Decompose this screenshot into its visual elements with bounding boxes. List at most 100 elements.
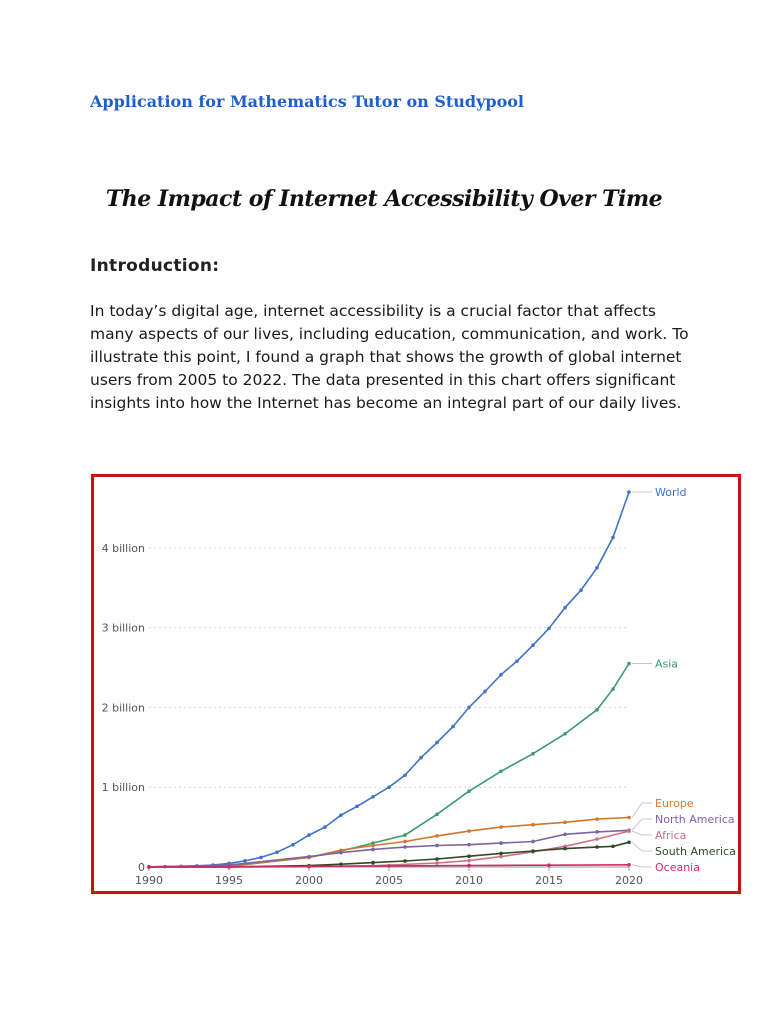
data-point-world: [243, 859, 247, 863]
series-leader-north-america: [631, 818, 652, 831]
data-point-world: [579, 588, 583, 592]
data-point-asia: [403, 833, 407, 837]
data-point-europe: [403, 839, 407, 844]
data-point-africa: [435, 861, 439, 865]
data-point-world: [339, 813, 343, 817]
data-point-asia: [435, 812, 439, 817]
series-label-oceania: Oceania: [655, 861, 700, 874]
data-point-oceania: [467, 863, 471, 868]
data-point-world: [291, 842, 295, 847]
data-point-world: [323, 825, 327, 829]
x-tick-label: 2010: [455, 874, 483, 887]
data-point-oceania: [227, 865, 231, 869]
data-point-world: [563, 605, 567, 610]
data-point-world: [387, 785, 391, 790]
data-point-world: [275, 850, 279, 855]
y-tick-label: 1 billion: [102, 781, 145, 794]
data-point-oceania: [147, 865, 151, 869]
data-point-north-america: [403, 845, 407, 849]
data-point-north-america: [499, 841, 503, 845]
data-point-asia: [499, 769, 503, 774]
data-point-north-america: [531, 839, 535, 844]
data-point-asia: [595, 708, 599, 712]
data-point-world: [483, 689, 487, 694]
data-point-europe: [499, 825, 503, 829]
data-point-south-america: [531, 849, 535, 853]
data-point-south-america: [467, 854, 471, 859]
data-point-world: [611, 535, 615, 540]
data-point-africa: [627, 829, 631, 833]
data-point-oceania: [307, 864, 311, 869]
series-line-south-america: [148, 841, 630, 868]
data-point-south-america: [403, 859, 407, 863]
data-point-south-america: [627, 840, 631, 845]
data-point-world: [451, 724, 455, 729]
y-tick-label: 4 billion: [102, 542, 145, 555]
y-tick-label: 2 billion: [102, 701, 145, 714]
data-point-africa: [595, 837, 599, 841]
intro-paragraph: In today’s digital age, internet accessi…: [90, 302, 689, 412]
internet-users-line-chart: 0 1 billion 2 billion 3 billion 4 billion 199…: [102, 486, 736, 887]
data-point-south-america: [499, 851, 503, 856]
data-point-south-america: [611, 844, 615, 849]
data-point-europe: [435, 834, 439, 838]
data-point-world: [403, 773, 407, 778]
y-tick-label: 3 billion: [102, 622, 145, 635]
series-label-south-america: South America: [655, 845, 736, 858]
data-point-world: [259, 855, 263, 860]
series-leader-africa: [631, 830, 652, 836]
data-point-north-america: [563, 832, 567, 837]
document-title: The Impact of Internet Accessibility Ove…: [105, 186, 663, 212]
data-point-world: [531, 643, 535, 647]
data-point-north-america: [307, 854, 311, 859]
data-point-north-america: [339, 850, 343, 855]
data-point-africa: [499, 854, 503, 859]
data-point-south-america: [595, 845, 599, 849]
x-tick-label: 1990: [135, 874, 163, 887]
data-point-europe: [595, 817, 599, 821]
x-tick-label: 1995: [215, 874, 243, 887]
data-point-europe: [563, 820, 567, 825]
series-label-world: World: [655, 486, 687, 499]
data-point-world: [547, 626, 551, 631]
series-label-europe: Europe: [655, 797, 694, 810]
y-tick-label: 0: [138, 861, 145, 874]
series-leader-oceania: [631, 864, 652, 868]
series-label-africa: Africa: [655, 829, 686, 842]
section-heading-introduction: Introduction:: [90, 256, 220, 276]
data-point-oceania: [547, 863, 551, 867]
data-point-world: [307, 833, 311, 837]
app-title: Application for Mathematics Tutor on Stu…: [90, 92, 524, 111]
data-point-world: [515, 659, 519, 663]
data-point-asia: [611, 687, 615, 691]
data-point-asia: [563, 731, 567, 736]
x-tick-label: 2020: [615, 874, 643, 887]
data-point-europe: [531, 822, 535, 827]
chart-frame: 0 1 billion 2 billion 3 billion 4 billion 199…: [91, 474, 741, 894]
x-tick-label: 2000: [295, 874, 323, 887]
series-leader-south-america: [631, 841, 652, 852]
data-point-north-america: [595, 830, 599, 834]
data-point-asia: [467, 789, 471, 794]
data-point-world: [355, 804, 359, 809]
data-point-north-america: [467, 842, 471, 847]
data-point-world: [419, 755, 423, 760]
data-point-europe: [467, 829, 471, 833]
data-point-south-america: [339, 862, 343, 867]
data-point-world: [595, 565, 599, 570]
data-point-south-america: [435, 857, 439, 861]
x-tick-label: 2005: [375, 874, 403, 887]
data-point-north-america: [371, 847, 375, 852]
series-leader-europe: [631, 802, 652, 818]
series-label-asia: Asia: [655, 658, 678, 671]
x-tick-label: 2015: [535, 874, 563, 887]
data-point-world: [627, 490, 631, 494]
data-point-world: [467, 705, 471, 710]
data-point-world: [499, 672, 503, 677]
series-label-north-america: North America: [655, 813, 735, 826]
data-point-oceania: [627, 862, 631, 867]
data-point-world: [435, 740, 439, 745]
data-point-europe: [627, 815, 631, 820]
data-point-europe: [371, 843, 375, 848]
data-point-world: [371, 794, 375, 799]
